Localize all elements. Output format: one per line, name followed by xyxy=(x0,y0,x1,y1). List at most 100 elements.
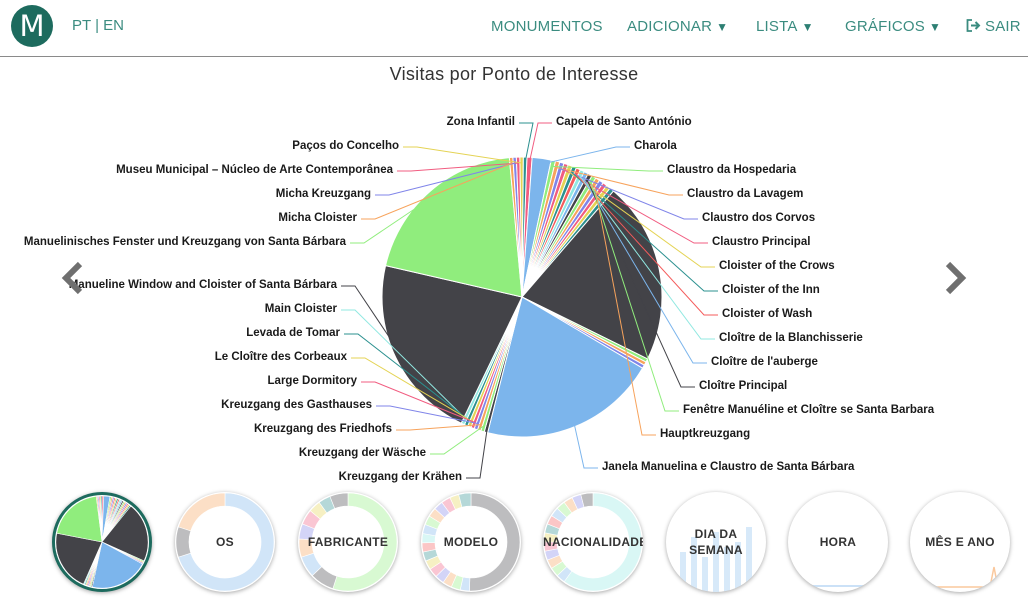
thumb-nacionalidade[interactable]: NACIONALIDADE xyxy=(543,492,643,592)
pie-label: Micha Kreuzgang xyxy=(275,188,371,200)
pie-label: Fenêtre Manuéline et Cloître se Santa Ba… xyxy=(683,404,935,416)
pie-label: Cloister of Wash xyxy=(722,308,813,320)
mini-slice xyxy=(329,492,349,509)
pie-label: Claustro da Hospedaria xyxy=(667,164,797,176)
thumb-pontos-interesse[interactable] xyxy=(52,492,152,592)
label-connector xyxy=(571,172,718,292)
nav-sair-button[interactable]: SAIR xyxy=(966,18,1021,35)
pie-slice[interactable] xyxy=(521,156,528,298)
mini-donut-icon xyxy=(175,492,275,592)
label-connector xyxy=(555,166,683,196)
pie-slice[interactable] xyxy=(521,190,663,360)
caret-down-icon: ▼ xyxy=(928,20,942,34)
pie-label: Kreuzgang des Gasthauses xyxy=(221,399,372,411)
pie-slice[interactable] xyxy=(384,157,523,298)
logo[interactable]: M xyxy=(11,5,53,47)
pie-slice[interactable] xyxy=(381,265,523,424)
thumb-dia-semana-line1: DIA DA xyxy=(694,527,738,541)
pie-label: Kreuzgang der Krähen xyxy=(338,471,462,483)
label-connector xyxy=(466,426,488,479)
pie-label: Kreuzgang des Friedhofs xyxy=(253,423,392,435)
thumb-hora[interactable]: HORA xyxy=(788,492,888,592)
pie-label: Manuelinisches Fenster und Kreuzgang von… xyxy=(23,236,346,248)
next-chart-button[interactable] xyxy=(942,258,970,298)
pie-label: Micha Cloister xyxy=(278,212,357,224)
nav-lista-label: LISTA xyxy=(756,18,798,35)
label-connector xyxy=(341,309,466,419)
mini-line-chart-icon xyxy=(920,566,999,589)
label-connector xyxy=(397,162,519,172)
label-connector xyxy=(341,285,402,356)
label-connector xyxy=(567,170,715,268)
pie-label: Kreuzgang der Wäsche xyxy=(298,447,426,459)
prev-chart-button[interactable] xyxy=(58,258,86,298)
thumb-nacionalidade-label: NACIONALIDADE xyxy=(543,535,643,549)
pie-label: Large Dormitory xyxy=(267,375,357,387)
pie-label: Zona Infantil xyxy=(446,116,515,128)
thumb-fabricante[interactable]: FABRICANTE xyxy=(298,492,398,592)
mini-bar xyxy=(702,557,708,592)
thumb-dia-semana-label: DIA DA SEMANA xyxy=(666,526,766,558)
top-navbar: M PT | EN MONUMENTOS ADICIONAR ▼ LISTA ▼ G… xyxy=(0,0,1028,57)
label-connector xyxy=(560,168,698,220)
mini-bar xyxy=(735,542,741,592)
chevron-left-icon xyxy=(61,261,83,295)
caret-down-icon: ▼ xyxy=(801,20,814,34)
mini-slice xyxy=(100,495,103,543)
nav-monumentos[interactable]: MONUMENTOS xyxy=(491,18,603,35)
label-connector xyxy=(593,184,656,436)
mini-donut-icon xyxy=(543,492,643,592)
pie-label: Cloister of the Inn xyxy=(722,284,820,296)
nav-graficos-dropdown[interactable]: GRÁFICOS ▼ xyxy=(845,18,941,35)
mini-slice xyxy=(332,492,398,592)
thumb-modelo[interactable]: MODELO xyxy=(421,492,521,592)
label-connector xyxy=(430,425,485,455)
mini-slice xyxy=(91,541,143,589)
label-connector xyxy=(361,381,475,423)
sign-out-icon xyxy=(966,19,981,32)
thumb-dia-semana[interactable]: DIA DA SEMANA xyxy=(666,492,766,592)
label-connector xyxy=(551,165,663,172)
chart-title: Visitas por Ponto de Interesse xyxy=(389,64,639,84)
label-connector xyxy=(351,357,472,422)
mini-chart-icon xyxy=(798,585,878,587)
nav-adicionar-label: ADICIONAR xyxy=(627,18,713,35)
mini-slice xyxy=(580,492,594,508)
label-connector xyxy=(350,195,435,244)
mini-slice xyxy=(101,505,149,562)
mini-bar-chart-icon xyxy=(680,527,752,592)
lang-en-link[interactable]: EN xyxy=(103,17,124,34)
label-connector xyxy=(403,146,522,164)
nav-sair-label: SAIR xyxy=(985,18,1021,35)
label-connector xyxy=(590,181,679,412)
thumb-hora-label: HORA xyxy=(819,535,857,549)
nav-lista-dropdown[interactable]: LISTA ▼ xyxy=(756,18,814,35)
thumb-os[interactable]: OS xyxy=(175,492,275,592)
mini-slice xyxy=(178,492,226,532)
mini-slice xyxy=(458,492,472,508)
mini-pie-icon xyxy=(55,495,149,589)
pie-label: Claustro da Lavagem xyxy=(687,188,804,200)
label-connector xyxy=(579,175,715,340)
pie-label: Manueline Window and Cloister of Santa B… xyxy=(68,279,337,291)
pie-label: Cloître Principal xyxy=(699,380,788,392)
mini-bar xyxy=(680,552,686,592)
label-connector xyxy=(583,177,707,364)
pie-label: Janela Manuelina e Claustro de Santa Bár… xyxy=(602,461,855,473)
pie-label: Charola xyxy=(634,140,677,152)
mini-bar xyxy=(691,537,697,592)
pie-label: Le Cloître des Corbeaux xyxy=(214,351,347,363)
nav-graficos-label: GRÁFICOS xyxy=(845,18,925,35)
mini-slice xyxy=(55,532,103,585)
label-connector xyxy=(361,162,512,220)
thumb-mes-ano-label: MÊS E ANO xyxy=(925,535,995,549)
pie-label: Paços do Concelho xyxy=(292,140,399,152)
pie-slice[interactable] xyxy=(487,296,644,438)
nav-monumentos-label: MONUMENTOS xyxy=(491,18,603,35)
thumb-mes-ano[interactable]: MÊS E ANO xyxy=(910,492,1010,592)
thumb-dia-semana-line2: SEMANA xyxy=(689,543,743,557)
thumb-os-label: OS xyxy=(216,535,234,549)
nav-adicionar-dropdown[interactable]: ADICIONAR ▼ xyxy=(627,18,728,35)
lang-pt-link[interactable]: PT xyxy=(72,17,91,34)
lang-separator: | xyxy=(95,17,99,34)
